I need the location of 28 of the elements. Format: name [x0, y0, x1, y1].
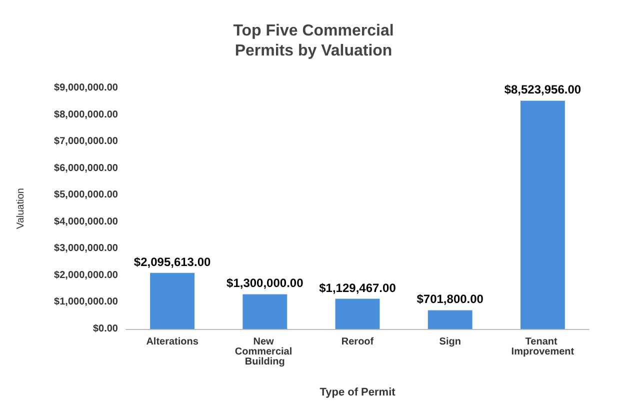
y-tick-label: $2,000,000.00	[54, 270, 118, 281]
x-tick-label: Sign	[439, 336, 461, 348]
data-label: $1,129,467.00	[319, 280, 396, 295]
y-tick-label: $9,000,000.00	[54, 82, 118, 94]
x-tick-label: Tenant Improvement	[511, 336, 575, 358]
y-tick-label: $7,000,000.00	[54, 136, 118, 148]
bar	[428, 310, 472, 329]
y-tick-label: $6,000,000.00	[54, 162, 118, 174]
x-tick-label: Alterations	[146, 336, 199, 348]
y-tick-label: $4,000,000.00	[54, 216, 118, 228]
y-tick-label: $8,000,000.00	[54, 109, 118, 120]
chart-title: Top Five Commercial Permits by Valuation	[233, 22, 394, 60]
bar	[242, 294, 288, 329]
data-label: $701,800.00	[416, 292, 484, 306]
y-tick-label: $1,000,000.00	[54, 296, 118, 308]
y-tick-label: $0.00	[92, 324, 118, 334]
x-axis-title: Type of Permit	[320, 386, 396, 398]
data-label: $8,523,956.00	[504, 82, 582, 97]
x-tick-label: New Commercial Building	[234, 336, 295, 368]
y-tick-label: $3,000,000.00	[54, 243, 118, 254]
x-tick-label: Reroof	[341, 336, 374, 348]
data-label: $2,095,613.00	[134, 254, 211, 269]
bar	[520, 100, 565, 329]
data-label: $1,300,000.00	[226, 276, 304, 290]
y-axis-title: Valuation	[16, 188, 26, 229]
bar	[335, 298, 380, 329]
y-tick-label: $5,000,000.00	[54, 190, 118, 201]
bar	[150, 272, 195, 329]
